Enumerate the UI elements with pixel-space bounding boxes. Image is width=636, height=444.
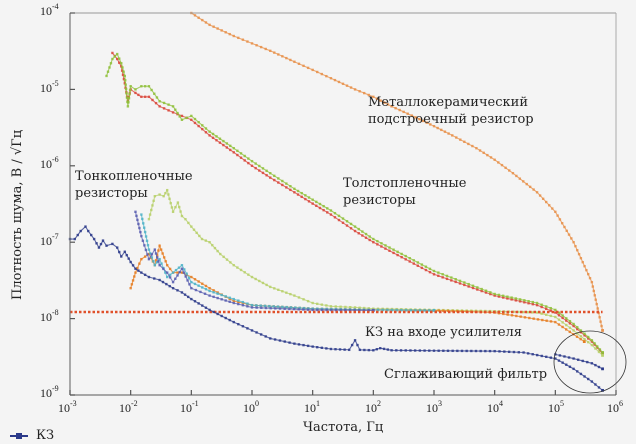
annotation-thin-film: Тонкопленочные резисторы: [75, 168, 193, 202]
annotation-cermet-trimmer: Металлокерамический подстроечный резисто…: [368, 94, 534, 128]
annotation-line: Толстопленочные: [343, 176, 467, 191]
x-tick-label: 10-3: [58, 399, 77, 415]
series-line: [68, 225, 604, 392]
y-tick-label: 10-7: [40, 232, 59, 248]
x-tick-label: 104: [487, 399, 503, 415]
y-tick-label: 10-6: [40, 155, 59, 171]
legend-square-marker-icon: [10, 432, 28, 439]
legend: КЗ: [10, 428, 54, 443]
y-tick-label: 10-9: [40, 384, 59, 400]
ticks: [69, 12, 617, 396]
annotation-thick-film: Толстопленочные резисторы: [343, 175, 466, 209]
x-tick-label: 102: [365, 399, 381, 415]
x-tick-label: 100: [243, 399, 259, 415]
y-tick-label: 10-5: [40, 79, 59, 95]
x-tick-label: 10-1: [180, 399, 199, 415]
x-axis-title: Частота, Гц: [303, 420, 384, 435]
x-tick-label: 10-2: [119, 399, 138, 415]
annotation-smoothing-filter: Сглаживающий фильтр: [384, 367, 548, 382]
x-tick-label: 105: [548, 399, 564, 415]
x-tick-label: 106: [607, 399, 623, 415]
y-axis-title: Плотность шума, В / √Гц: [10, 129, 25, 300]
annotation-line: подстроечный резистор: [368, 112, 534, 127]
x-tick-label: 103: [426, 399, 442, 415]
series-line: [105, 52, 604, 354]
series-layer: [68, 11, 604, 392]
annotation-line: Тонкопленочные: [75, 169, 193, 184]
series-line: [134, 210, 375, 312]
series-line: [140, 213, 436, 312]
axes: [69, 12, 617, 396]
annotation-line: резисторы: [75, 186, 148, 201]
x-tick-label: 101: [304, 399, 320, 415]
y-tick-label: 10-4: [40, 2, 59, 18]
annotation-short-circuit: КЗ на входе усилителя: [365, 325, 523, 340]
annotation-line: резисторы: [343, 193, 416, 208]
y-tick-label: 10-8: [40, 308, 59, 324]
series-line: [554, 353, 604, 371]
legend-label: КЗ: [36, 428, 55, 443]
annotation-line: Металлокерамический: [368, 95, 528, 110]
filter-highlight-circle: [553, 330, 627, 394]
series-line: [190, 11, 604, 332]
